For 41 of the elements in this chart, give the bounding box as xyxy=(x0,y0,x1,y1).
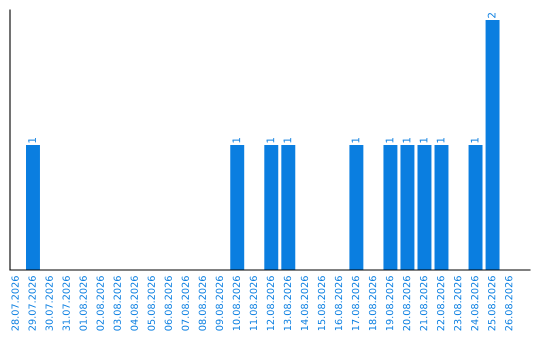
data-label: 2 xyxy=(488,13,496,18)
data-label: 1 xyxy=(284,138,292,142)
data-label: 1 xyxy=(352,138,360,142)
x-tick-label: 14.08.2026 xyxy=(300,276,308,330)
x-tick-label: 07.08.2026 xyxy=(182,276,189,331)
data-label: 1 xyxy=(232,138,240,142)
x-tick-label: 23.08.2026 xyxy=(454,276,462,331)
x-tick-label: 16.08.2026 xyxy=(334,276,342,330)
x-tick-label: 12.08.2026 xyxy=(266,276,274,330)
data-label: 1 xyxy=(402,138,410,142)
data-label: 1 xyxy=(470,138,478,142)
x-tick-label: 05.08.2026 xyxy=(148,276,155,331)
data-label: 1 xyxy=(420,138,428,142)
x-tick-label: 10.08.2026 xyxy=(232,276,240,330)
x-tick-label: 11.08.2026 xyxy=(250,276,258,330)
x-tick-label: 01.08.2026 xyxy=(80,276,87,331)
x-tick-label: 20.08.2026 xyxy=(402,276,410,331)
data-label: 1 xyxy=(28,138,36,142)
x-tick-label: 09.08.2026 xyxy=(216,276,224,331)
x-tick-label: 13.08.2026 xyxy=(284,276,292,330)
x-tick-label: 24.08.2026 xyxy=(471,276,478,331)
x-tick-label: 06.08.2026 xyxy=(164,276,172,331)
x-tick-label: 03.08.2026 xyxy=(114,276,121,331)
x-tick-label: 18.08.2026 xyxy=(368,276,376,330)
data-label: 1 xyxy=(436,138,444,142)
data-label: 1 xyxy=(266,138,274,142)
x-tick-label: 29.07.2026 xyxy=(28,276,36,331)
x-tick-label: 17.08.2026 xyxy=(352,276,360,330)
data-label: 1 xyxy=(386,138,394,142)
x-tick-label: 04.08.2026 xyxy=(130,276,138,331)
x-tick-label: 31.07.2026 xyxy=(62,276,70,330)
x-tick-label: 25.08.2026 xyxy=(488,276,496,331)
x-tick-label: 22.08.2026 xyxy=(436,276,444,331)
x-tick-label: 26.08.2026 xyxy=(505,276,512,331)
x-tick-label: 19.08.2026 xyxy=(386,276,394,330)
x-tick-label: 21.08.2026 xyxy=(420,276,428,331)
x-tick-label: 02.08.2026 xyxy=(96,276,104,331)
x-tick-label: 08.08.2026 xyxy=(198,276,206,331)
x-tick-label: 28.07.2026 xyxy=(11,276,19,331)
x-tick-label: 15.08.2026 xyxy=(318,276,326,330)
x-tick-label: 30.07.2026 xyxy=(45,276,53,330)
